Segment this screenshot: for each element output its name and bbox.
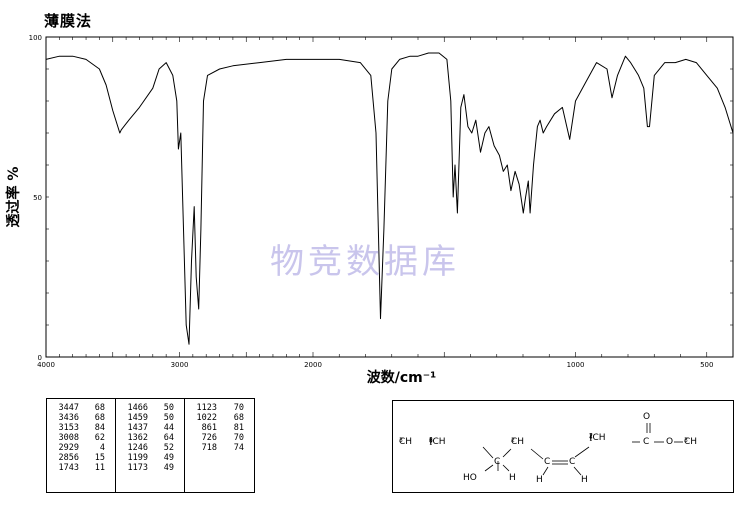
peak-row: 726 70 — [187, 433, 254, 443]
peak-wavenumber: 2856 — [58, 453, 79, 463]
ester-oxygen: O — [666, 437, 674, 447]
peak-transmittance: 70 — [233, 403, 244, 413]
chart-title: 薄膜法 — [44, 12, 93, 30]
peak-transmittance: 64 — [163, 433, 174, 443]
peak-column: 3447 68 3436 68 3153 84 3008 62 2929 4 2856 15 1743 1… — [47, 399, 116, 492]
peak-wavenumber: 1199 — [127, 453, 148, 463]
peak-row: 1199 49 — [118, 453, 184, 463]
peak-row: 3447 68 — [49, 403, 115, 413]
peak-wavenumber: 861 — [201, 423, 217, 433]
peak-row: 2929 4 — [49, 443, 115, 453]
x-tick-label: 500 — [700, 361, 713, 369]
peak-transmittance: 15 — [94, 453, 105, 463]
peak-wavenumber: 1022 — [196, 413, 217, 423]
peak-transmittance: 84 — [94, 423, 105, 433]
peak-transmittance: 70 — [233, 433, 244, 443]
peak-column: 1123 70 1022 68 861 81 726 70 718 74 — [185, 399, 254, 492]
peak-transmittance: 11 — [94, 463, 105, 473]
peak-transmittance: 62 — [94, 433, 105, 443]
x-tick-label: 2000 — [304, 361, 322, 369]
peak-wavenumber: 1437 — [127, 423, 148, 433]
peak-wavenumber: 726 — [201, 433, 217, 443]
watermark: 物竞数据库 — [270, 242, 460, 282]
alkene-carbon-left: C — [544, 457, 551, 467]
peak-row: 3436 68 — [49, 413, 115, 423]
x-axis-label: 波数/cm⁻¹ — [367, 369, 437, 386]
x-tick-label: 4000 — [37, 361, 55, 369]
peak-wavenumber: 3008 — [58, 433, 79, 443]
peak-wavenumber: 1246 — [127, 443, 148, 453]
peak-column: 1466 50 1459 50 1437 44 1362 64 1246 52 1199 49 1173… — [116, 399, 185, 492]
hydroxyl-label: HO — [463, 473, 477, 483]
peak-transmittance: 52 — [163, 443, 174, 453]
peak-row: 861 81 — [187, 423, 254, 433]
peak-wavenumber: 1466 — [127, 403, 148, 413]
peak-wavenumber: 3447 — [58, 403, 79, 413]
x-tick-label: 3000 — [171, 361, 189, 369]
peak-transmittance: 50 — [163, 413, 174, 423]
peak-wavenumber: 1743 — [58, 463, 79, 473]
peak-wavenumber: 3153 — [58, 423, 79, 433]
peak-wavenumber: 1123 — [196, 403, 217, 413]
peak-transmittance: 68 — [233, 413, 244, 423]
peak-transmittance: 4 — [99, 443, 105, 453]
peak-row: 3153 84 — [49, 423, 115, 433]
peak-transmittance: 49 — [163, 453, 174, 463]
carbonyl-carbon: C — [643, 437, 650, 447]
peak-row: 1466 50 — [118, 403, 184, 413]
peak-transmittance: 50 — [163, 403, 174, 413]
peak-row: 2856 15 — [49, 453, 115, 463]
structure-diagram: CH 3 (CH 2) 6 C HO H CH 2 C C H H (CH 2) 7 C O… — [392, 400, 734, 493]
y-tick-label: 0 — [38, 354, 42, 362]
peak-wavenumber: 3436 — [58, 413, 79, 423]
peak-wavenumber: 1173 — [127, 463, 148, 473]
peak-row: 3008 62 — [49, 433, 115, 443]
peak-row: 1173 49 — [118, 463, 184, 473]
peak-row: 1459 50 — [118, 413, 184, 423]
carbonyl-oxygen: O — [643, 412, 651, 422]
y-axis-label: 透过率 % — [5, 167, 22, 228]
peak-transmittance: 44 — [163, 423, 174, 433]
carbinol-hydrogen: H — [509, 473, 516, 483]
peak-transmittance: 74 — [233, 443, 244, 453]
peak-table: 3447 68 3436 68 3153 84 3008 62 2929 4 2856 15 1743 1… — [46, 398, 255, 493]
peak-row: 718 74 — [187, 443, 254, 453]
peak-row: 1022 68 — [187, 413, 254, 423]
peak-wavenumber: 1362 — [127, 433, 148, 443]
peak-transmittance: 81 — [233, 423, 244, 433]
structure-bonds — [482, 423, 683, 476]
peak-row: 1246 52 — [118, 443, 184, 453]
peak-row: 1362 64 — [118, 433, 184, 443]
peak-transmittance: 49 — [163, 463, 174, 473]
ir-spectrum-chart: 4000 3000 2000 1000 500 0 50 100 波数/cm⁻¹ 透过率 % — [5, 34, 734, 386]
peak-wavenumber: 718 — [201, 443, 217, 453]
peak-transmittance: 68 — [94, 403, 105, 413]
peak-row: 1123 70 — [187, 403, 254, 413]
peak-transmittance: 68 — [94, 413, 105, 423]
alkene-hydrogen-left: H — [536, 475, 543, 485]
spectrum-line — [45, 52, 734, 345]
x-tick-label: 1000 — [567, 361, 585, 369]
carbinol-carbon: C — [494, 457, 501, 467]
y-tick-label: 100 — [29, 34, 42, 42]
peak-row: 1437 44 — [118, 423, 184, 433]
y-tick-label: 50 — [33, 194, 42, 202]
peak-wavenumber: 1459 — [127, 413, 148, 423]
peak-wavenumber: 2929 — [58, 443, 79, 453]
peak-row: 1743 11 — [49, 463, 115, 473]
alkene-carbon-right: C — [569, 457, 576, 467]
alkene-hydrogen-right: H — [581, 475, 588, 485]
